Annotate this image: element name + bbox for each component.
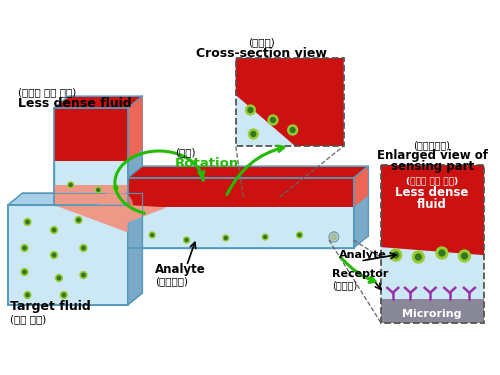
Circle shape — [251, 132, 256, 136]
Circle shape — [26, 220, 29, 224]
Text: Receptor: Receptor — [332, 269, 388, 279]
Polygon shape — [54, 108, 128, 205]
Text: (밀도가 낮은 유체): (밀도가 낮은 유체) — [18, 87, 76, 97]
Polygon shape — [54, 96, 142, 108]
Circle shape — [223, 235, 229, 241]
Polygon shape — [236, 58, 344, 146]
Circle shape — [21, 268, 28, 276]
Circle shape — [82, 273, 85, 277]
Text: (수용기): (수용기) — [332, 280, 357, 290]
Bar — [381, 299, 484, 323]
Circle shape — [224, 237, 228, 240]
Circle shape — [52, 253, 56, 257]
Circle shape — [390, 249, 402, 261]
Circle shape — [23, 246, 26, 250]
Text: Analyte: Analyte — [155, 263, 206, 276]
Circle shape — [185, 238, 188, 242]
Text: (확대단면도): (확대단면도) — [414, 140, 451, 150]
Circle shape — [412, 251, 424, 263]
Text: Cross-section view: Cross-section view — [196, 47, 326, 60]
Circle shape — [329, 232, 339, 242]
Circle shape — [57, 276, 60, 280]
Polygon shape — [128, 178, 354, 248]
Text: Analyte: Analyte — [339, 250, 386, 260]
Text: sensing part: sensing part — [390, 160, 473, 173]
Circle shape — [23, 270, 26, 274]
Text: Less dense: Less dense — [396, 186, 469, 199]
Circle shape — [436, 247, 448, 259]
Circle shape — [298, 234, 301, 237]
Polygon shape — [54, 108, 128, 161]
Circle shape — [96, 189, 100, 192]
Circle shape — [462, 253, 468, 259]
Circle shape — [150, 232, 155, 238]
Text: Rotation: Rotation — [175, 157, 239, 170]
Circle shape — [439, 250, 445, 256]
Circle shape — [68, 182, 73, 188]
Circle shape — [288, 125, 298, 135]
Text: (밀도가 낮은 유체): (밀도가 낮은 유체) — [406, 176, 458, 185]
Polygon shape — [128, 178, 354, 207]
Circle shape — [50, 252, 58, 258]
Circle shape — [56, 274, 62, 282]
Ellipse shape — [98, 191, 133, 219]
Circle shape — [248, 129, 258, 139]
Circle shape — [184, 237, 190, 243]
Circle shape — [150, 234, 154, 237]
Circle shape — [458, 250, 470, 262]
Circle shape — [52, 228, 56, 232]
Circle shape — [268, 115, 278, 125]
Circle shape — [113, 185, 119, 191]
Text: fluid: fluid — [417, 198, 447, 211]
Circle shape — [50, 226, 58, 234]
Polygon shape — [128, 166, 368, 178]
Polygon shape — [8, 205, 128, 305]
Circle shape — [21, 244, 28, 252]
Text: Less dense fluid: Less dense fluid — [18, 97, 132, 110]
Circle shape — [80, 272, 87, 279]
Circle shape — [393, 252, 398, 258]
Circle shape — [264, 236, 266, 238]
Circle shape — [24, 219, 31, 225]
Circle shape — [332, 234, 336, 237]
Circle shape — [75, 216, 82, 223]
Circle shape — [114, 186, 117, 189]
Circle shape — [296, 232, 302, 238]
Circle shape — [80, 244, 87, 252]
Circle shape — [96, 187, 101, 193]
Circle shape — [60, 291, 68, 298]
Text: (회전): (회전) — [175, 147, 196, 157]
Polygon shape — [381, 165, 484, 255]
Polygon shape — [8, 193, 142, 205]
Polygon shape — [354, 166, 368, 248]
Text: Microring: Microring — [402, 309, 462, 319]
Circle shape — [24, 291, 31, 298]
Circle shape — [62, 293, 66, 297]
Text: (피분석물): (피분석물) — [155, 276, 188, 286]
Text: Target fluid: Target fluid — [10, 300, 90, 313]
Circle shape — [69, 183, 72, 186]
Circle shape — [26, 293, 29, 297]
Polygon shape — [54, 185, 167, 232]
Circle shape — [290, 128, 295, 132]
Bar — [383, 167, 482, 245]
Polygon shape — [354, 166, 368, 207]
Text: (단면도): (단면도) — [248, 37, 274, 47]
Polygon shape — [128, 96, 142, 161]
Text: Enlarged view of: Enlarged view of — [376, 149, 488, 162]
Circle shape — [331, 232, 337, 238]
Polygon shape — [128, 96, 142, 205]
Polygon shape — [128, 193, 142, 305]
Circle shape — [270, 117, 276, 123]
Circle shape — [262, 234, 268, 240]
Circle shape — [77, 218, 80, 222]
Polygon shape — [381, 165, 484, 323]
Text: (타겟 유체): (타겟 유체) — [10, 314, 46, 324]
Polygon shape — [236, 58, 344, 146]
Circle shape — [331, 234, 337, 240]
Circle shape — [248, 108, 253, 112]
Circle shape — [82, 246, 85, 250]
Circle shape — [416, 254, 422, 260]
Circle shape — [246, 105, 256, 115]
